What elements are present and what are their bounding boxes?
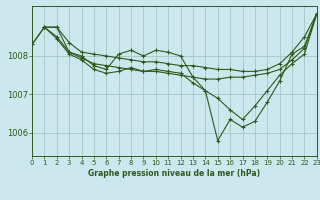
X-axis label: Graphe pression niveau de la mer (hPa): Graphe pression niveau de la mer (hPa) <box>88 169 260 178</box>
